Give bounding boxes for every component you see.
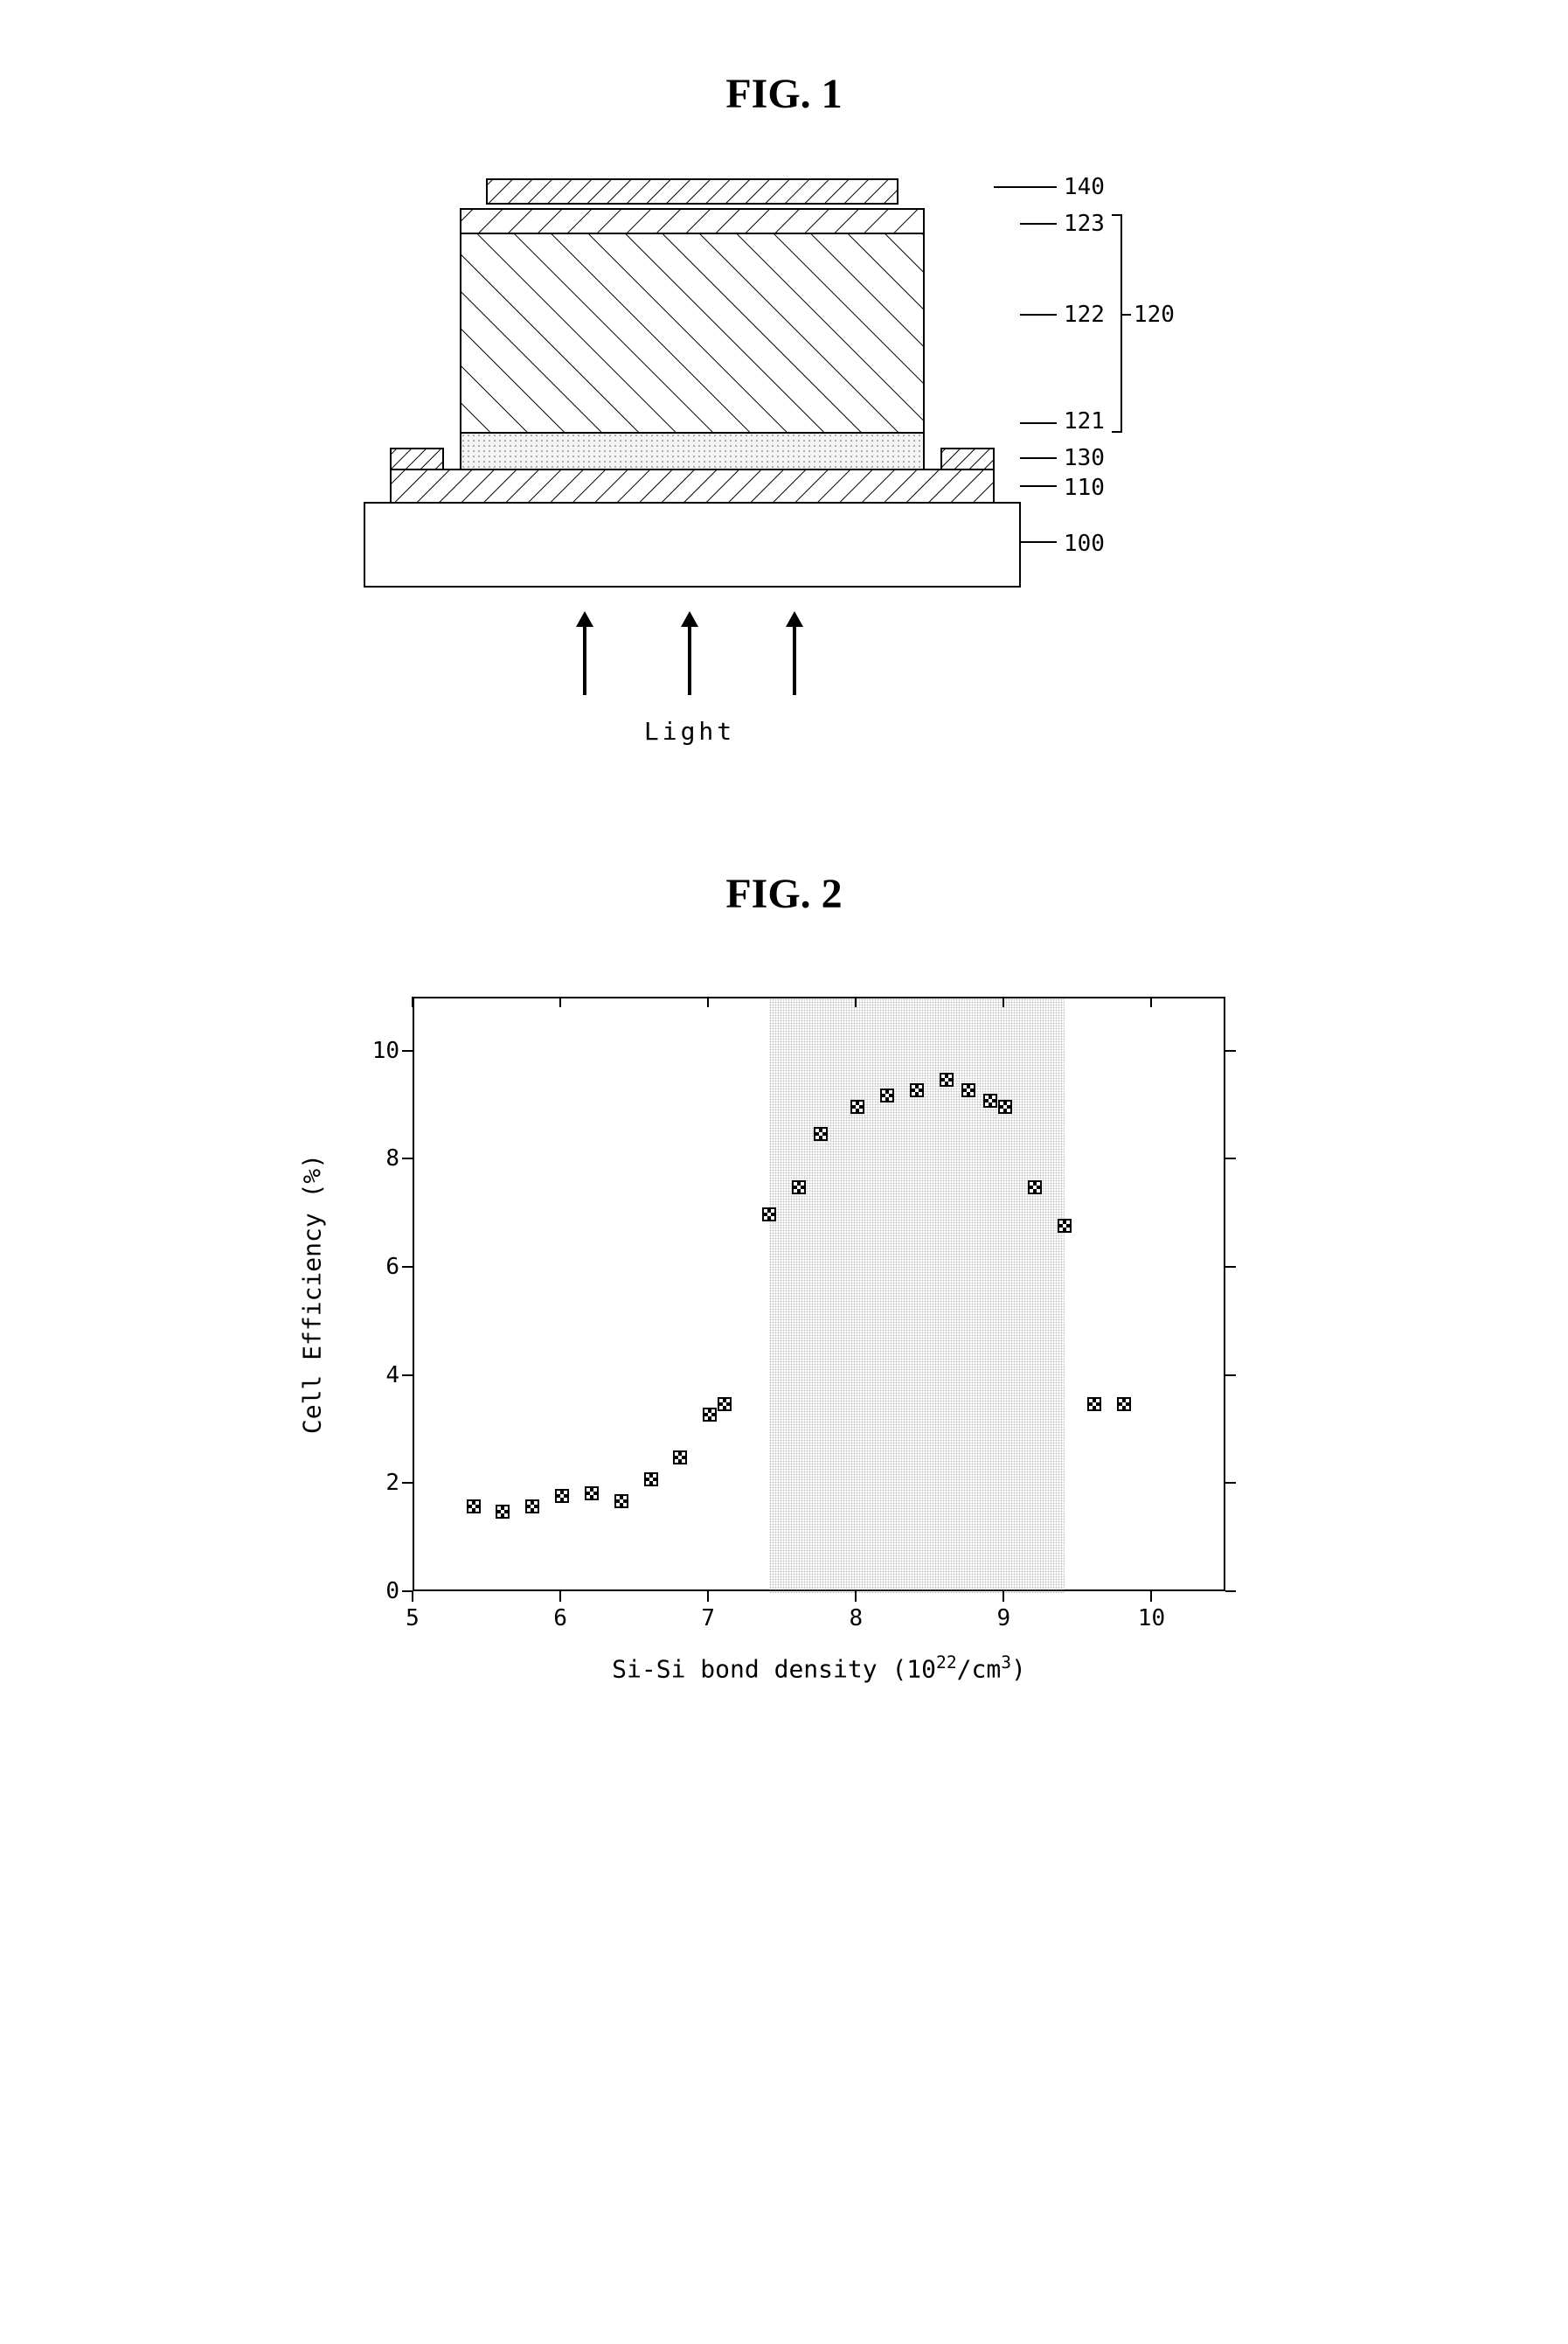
data-point (1058, 1219, 1072, 1233)
xtick (412, 997, 413, 1007)
label-130: 130 (1064, 445, 1105, 471)
data-point (673, 1450, 687, 1464)
leader-100 (1020, 541, 1057, 543)
xtick (1003, 1591, 1004, 1602)
leader-120 (1120, 314, 1131, 316)
xtick (1150, 997, 1152, 1007)
data-point (850, 1100, 864, 1114)
xlabel-sup2: 3 (1001, 1652, 1011, 1673)
light-arrow-3 (793, 625, 796, 695)
brace-120 (1112, 214, 1122, 433)
leader-140 (994, 186, 1057, 188)
data-point (496, 1505, 510, 1519)
ytick-label: 8 (364, 1145, 399, 1172)
ytick (402, 1266, 413, 1268)
label-123: 123 (1064, 211, 1105, 237)
light-arrow-2 (688, 625, 691, 695)
ytick (402, 1482, 413, 1484)
ytick (402, 1374, 413, 1376)
xtick (1003, 997, 1004, 1007)
ytick-label: 6 (364, 1254, 399, 1280)
xtick (1150, 1591, 1152, 1602)
label-122: 122 (1064, 302, 1105, 328)
xtick (559, 997, 561, 1007)
data-point (940, 1073, 954, 1087)
leader-130 (1020, 457, 1057, 459)
data-point (1087, 1397, 1101, 1411)
xtick-label: 6 (553, 1605, 567, 1631)
leader-123 (1020, 223, 1057, 225)
data-point (910, 1083, 924, 1097)
ytick (402, 1050, 413, 1052)
fig2-chart: Cell Efficiency (%) Si-Si bond density (… (281, 970, 1287, 1714)
data-point (585, 1486, 599, 1500)
ytick (1225, 1050, 1236, 1052)
leader-121 (1020, 422, 1057, 424)
xlabel-end: ) (1011, 1654, 1026, 1683)
xtick-label: 7 (701, 1605, 715, 1631)
data-point (614, 1494, 628, 1508)
xtick (707, 1591, 709, 1602)
xtick (707, 997, 709, 1007)
page: FIG. 1 140 123 122 120 121 130 110 100 L… (0, 0, 1568, 1784)
label-100: 100 (1064, 531, 1105, 557)
leader-122 (1020, 314, 1057, 316)
fig1-title: FIG. 1 (725, 70, 842, 118)
xtick-label: 5 (406, 1605, 420, 1631)
fig2-title: FIG. 2 (725, 870, 842, 918)
xtick (559, 1591, 561, 1602)
x-axis-label: Si-Si bond density (1022/cm3) (612, 1652, 1026, 1683)
ytick (402, 1158, 413, 1159)
data-point (525, 1499, 539, 1513)
ytick-label: 2 (364, 1470, 399, 1496)
ytick (1225, 1590, 1236, 1592)
data-point (703, 1408, 717, 1422)
data-point (880, 1089, 894, 1102)
data-point (814, 1127, 828, 1141)
ytick-label: 0 (364, 1578, 399, 1604)
xtick (412, 1591, 413, 1602)
xtick-label: 9 (997, 1605, 1011, 1631)
ytick (402, 1590, 413, 1592)
plot-area (413, 997, 1225, 1591)
ytick (1225, 1374, 1236, 1376)
data-point (644, 1472, 658, 1486)
ytick (1225, 1266, 1236, 1268)
y-axis-label: Cell Efficiency (%) (298, 1154, 327, 1434)
data-point (555, 1489, 569, 1503)
label-120: 120 (1134, 302, 1175, 328)
data-point (1117, 1397, 1131, 1411)
label-121: 121 (1064, 408, 1105, 435)
light-arrow-1 (583, 625, 586, 695)
data-point (792, 1180, 806, 1194)
ytick-label: 10 (364, 1038, 399, 1064)
ytick-label: 4 (364, 1362, 399, 1388)
light-label: Light (644, 717, 735, 746)
xlabel-sup1: 22 (936, 1652, 957, 1673)
leader-110 (1020, 485, 1057, 487)
xtick-label: 10 (1138, 1605, 1165, 1631)
data-point (961, 1083, 975, 1097)
data-point (718, 1397, 732, 1411)
data-point (762, 1207, 776, 1221)
xtick (855, 997, 857, 1007)
data-point (998, 1100, 1012, 1114)
label-140: 140 (1064, 174, 1105, 200)
fig1-diagram: 140 123 122 120 121 130 110 100 Light (303, 170, 1265, 782)
xtick-label: 8 (849, 1605, 863, 1631)
xlabel-post: /cm (957, 1654, 1002, 1683)
label-110: 110 (1064, 475, 1105, 501)
xlabel-pre: Si-Si bond density (10 (612, 1654, 936, 1683)
ytick (1225, 1482, 1236, 1484)
data-point (983, 1094, 997, 1108)
data-point (1028, 1180, 1042, 1194)
data-point (467, 1499, 481, 1513)
xtick (855, 1591, 857, 1602)
ytick (1225, 1158, 1236, 1159)
